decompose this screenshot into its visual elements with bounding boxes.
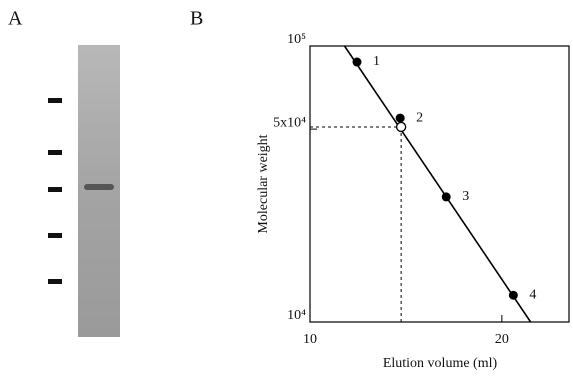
data-point xyxy=(441,192,451,202)
fit-line xyxy=(343,45,532,323)
marker-dash xyxy=(48,187,62,192)
marker-dash xyxy=(48,98,62,103)
data-point xyxy=(508,290,518,300)
marker-dash xyxy=(48,279,62,284)
marker-dash xyxy=(48,150,62,155)
panel-label: A xyxy=(8,8,23,30)
point-label: 2 xyxy=(416,110,423,125)
sample-point xyxy=(395,121,407,133)
data-point xyxy=(352,57,362,67)
plot: 10⁴ 5x10⁴ 10⁵ 10 20 Elution volume (ml) Molecu… xyxy=(256,32,570,371)
y-tick-label: 10⁴ xyxy=(287,308,306,323)
point-label: 4 xyxy=(529,287,536,302)
gel xyxy=(48,45,120,337)
y-tick-label: 10⁵ xyxy=(287,32,306,47)
panel-label: B xyxy=(190,8,203,30)
y-axis-label: Molecular weight xyxy=(256,134,271,233)
marker-dash xyxy=(48,233,62,238)
data-point xyxy=(395,113,405,123)
gel-lane xyxy=(78,45,120,337)
x-axis-label: Elution volume (ml) xyxy=(383,356,498,371)
gel-band xyxy=(84,184,114,190)
point-label: 3 xyxy=(462,189,469,204)
x-tick-label: 20 xyxy=(495,332,509,347)
point-label: 1 xyxy=(373,54,380,69)
y-tick-label: 5x10⁴ xyxy=(273,115,306,130)
plot-frame xyxy=(309,45,570,323)
x-tick-label: 10 xyxy=(303,332,317,347)
